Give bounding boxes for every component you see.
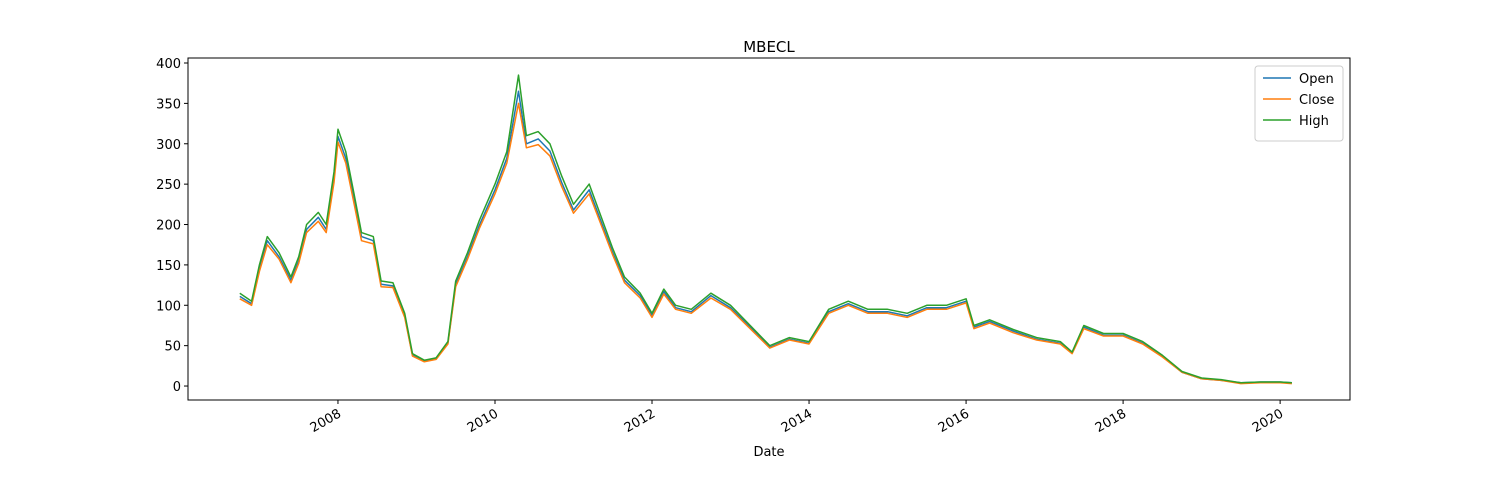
y-tick-label: 0	[173, 380, 181, 395]
legend-label: Close	[1299, 93, 1334, 108]
x-tick-label: 2008	[308, 406, 344, 436]
x-tick-label: 2016	[936, 406, 972, 436]
y-tick-label: 300	[156, 138, 181, 153]
x-tick-label: 2020	[1250, 406, 1286, 436]
x-tick-label: 2018	[1093, 406, 1129, 436]
y-tick-label: 350	[156, 97, 181, 112]
y-tick-label: 250	[156, 178, 181, 193]
y-tick-label: 50	[164, 340, 181, 355]
series-line	[239, 90, 1292, 384]
y-tick-label: 150	[156, 259, 181, 274]
series-line	[239, 102, 1292, 385]
legend-label: High	[1299, 114, 1329, 129]
y-tick-label: 400	[156, 57, 181, 72]
x-axis-label: Date	[753, 445, 784, 460]
x-tick-label: 2012	[622, 406, 658, 436]
legend-box	[1254, 65, 1344, 142]
x-tick-label: 2010	[465, 406, 501, 436]
series-line	[239, 74, 1292, 384]
x-tick-label: 2014	[779, 406, 815, 436]
y-tick-label: 200	[156, 219, 181, 234]
plot-frame	[187, 57, 1351, 401]
y-tick-label: 100	[156, 299, 181, 314]
legend: Open Close High	[1254, 65, 1344, 142]
chart-title: MBECL	[743, 38, 795, 56]
legend-label: Open	[1299, 72, 1334, 87]
